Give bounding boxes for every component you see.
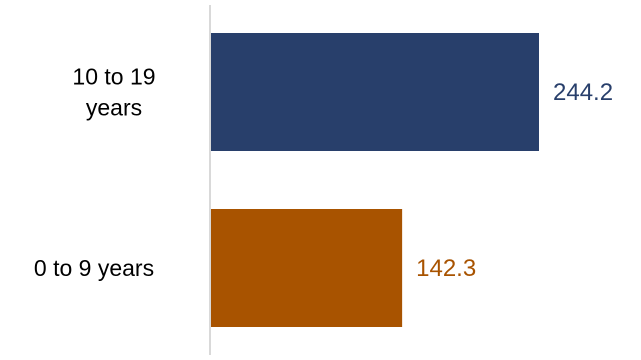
category-label-line: 10 to 19: [72, 64, 155, 90]
value-label-2: 142.3: [416, 255, 476, 282]
bar-1: [211, 33, 539, 151]
value-label-1: 244.2: [553, 79, 613, 106]
category-label-2: 0 to 9 years: [34, 255, 154, 281]
category-label-line: 0 to 9 years: [34, 255, 154, 281]
bar-2: [211, 209, 403, 327]
category-label-1: 10 to 19 years: [72, 64, 155, 121]
category-label-line: years: [86, 95, 142, 121]
